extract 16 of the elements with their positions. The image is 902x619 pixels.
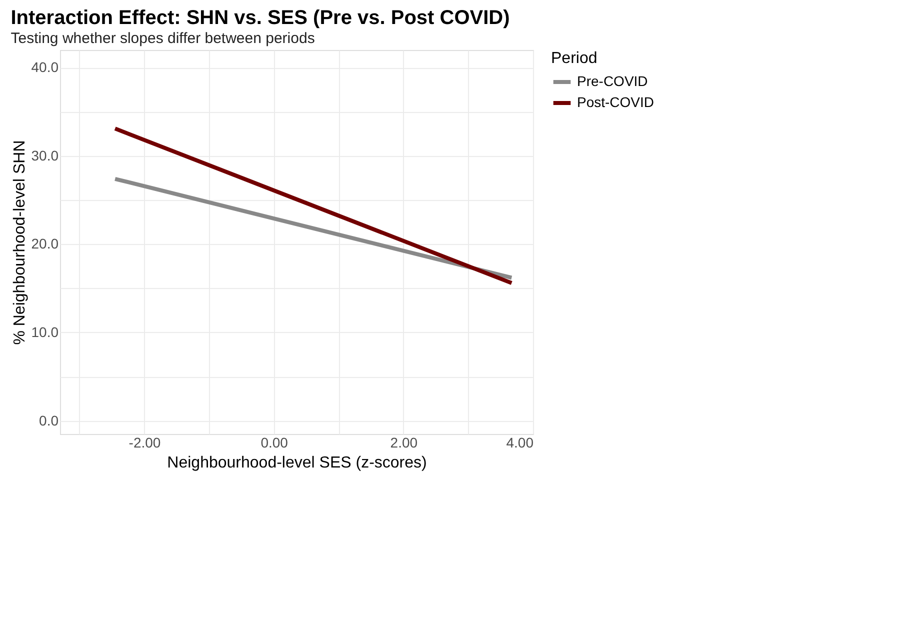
y-tick-label: 10.0 <box>31 324 59 340</box>
legend-label: Post-COVID <box>577 94 654 110</box>
y-tick-label: 40.0 <box>31 59 59 76</box>
x-tick-label: 0.00 <box>260 434 288 450</box>
x-tick-label: 2.00 <box>390 434 418 450</box>
chart-title: Interaction Effect: SHN vs. SES (Pre vs. Post COVID) <box>10 7 510 29</box>
chart-subtitle: Testing whether slopes differ between periods <box>10 30 315 47</box>
x-axis-title: Neighbourhood-level SES (z-scores) <box>167 454 427 472</box>
y-tick-label: 20.0 <box>31 236 59 252</box>
y-axis-title: % Neighbourhood-level SHN <box>11 140 28 345</box>
y-tick-label: 0.0 <box>39 412 59 428</box>
legend-label: Pre-COVID <box>577 73 648 89</box>
x-tick-label: -2.00 <box>128 434 161 450</box>
x-tick-label: 4.00 <box>506 434 534 450</box>
legend-title: Period <box>551 50 598 67</box>
y-tick-label: 30.0 <box>31 147 59 164</box>
